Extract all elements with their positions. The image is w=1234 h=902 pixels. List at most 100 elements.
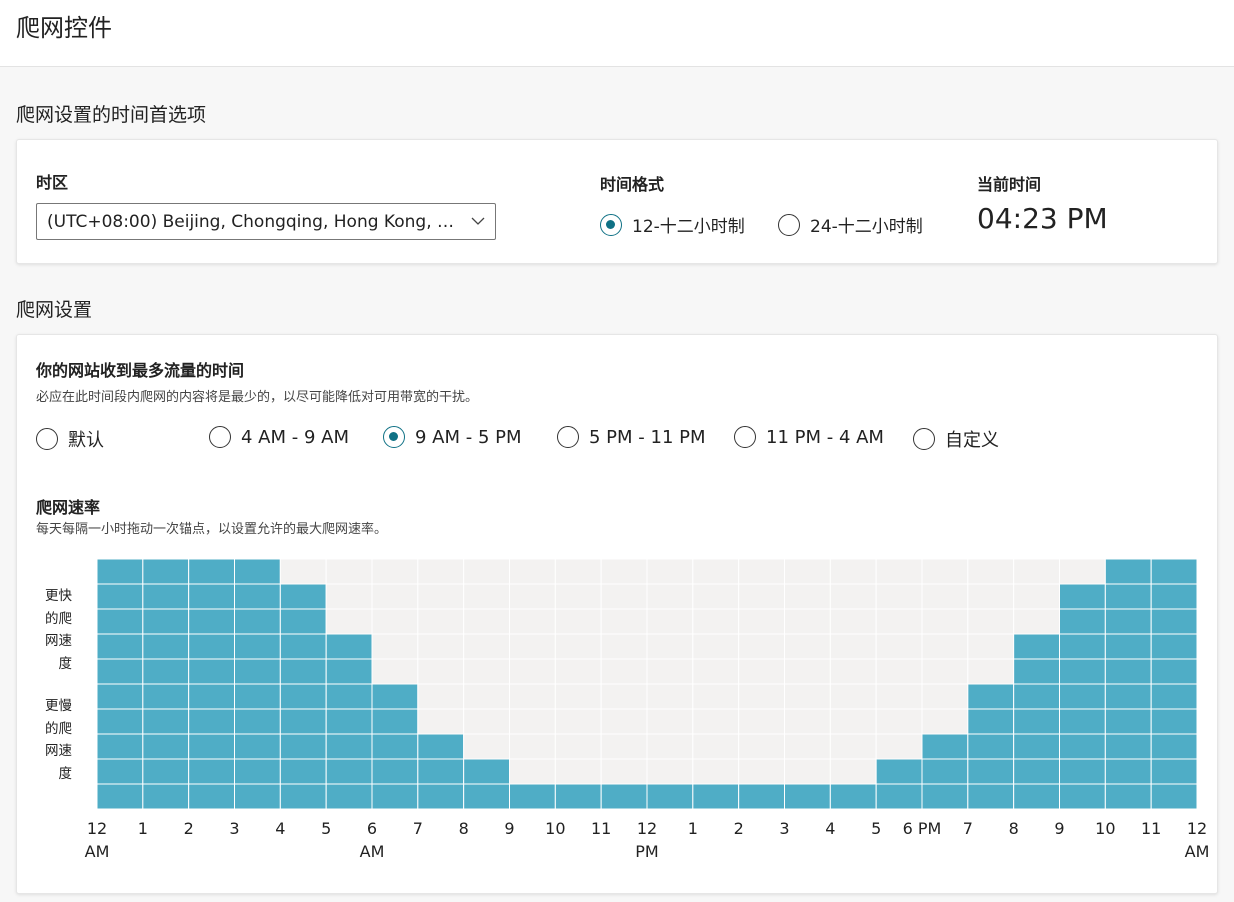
crawl-rate-empty-cell[interactable] <box>875 708 923 735</box>
crawl-rate-bar-cell[interactable] <box>234 683 281 710</box>
crawl-rate-bar-cell[interactable] <box>1104 583 1152 610</box>
crawl-rate-bar-cell[interactable] <box>188 783 235 809</box>
crawl-rate-empty-cell[interactable] <box>646 633 694 660</box>
crawl-rate-empty-cell[interactable] <box>829 733 877 760</box>
crawl-rate-bar-cell[interactable] <box>188 758 235 785</box>
crawl-rate-bar-cell[interactable] <box>279 758 327 785</box>
crawl-rate-empty-cell[interactable] <box>875 633 923 660</box>
crawl-rate-bar-cell[interactable] <box>1059 583 1106 610</box>
crawl-rate-bar-cell[interactable] <box>1059 608 1106 635</box>
crawl-rate-bar-cell[interactable] <box>600 783 648 809</box>
crawl-rate-bar-cell[interactable] <box>692 783 740 809</box>
crawl-rate-empty-cell[interactable] <box>1013 559 1061 585</box>
crawl-rate-empty-cell[interactable] <box>463 708 510 735</box>
crawl-rate-empty-cell[interactable] <box>463 633 510 660</box>
crawl-rate-empty-cell[interactable] <box>554 658 602 685</box>
crawl-rate-bar-cell[interactable] <box>188 608 235 635</box>
crawl-rate-bar-cell[interactable] <box>234 658 281 685</box>
crawl-rate-empty-cell[interactable] <box>738 658 786 685</box>
crawl-rate-bar-cell[interactable] <box>234 708 281 735</box>
crawl-rate-empty-cell[interactable] <box>921 708 969 735</box>
crawl-rate-bar-cell[interactable] <box>142 733 190 760</box>
crawl-rate-empty-cell[interactable] <box>921 633 969 660</box>
crawl-rate-chart[interactable] <box>97 559 1197 809</box>
crawl-rate-empty-cell[interactable] <box>600 633 648 660</box>
crawl-rate-empty-cell[interactable] <box>738 559 786 585</box>
crawl-rate-bar-cell[interactable] <box>142 608 190 635</box>
crawl-rate-empty-cell[interactable] <box>600 708 648 735</box>
crawl-rate-bar-cell[interactable] <box>921 758 969 785</box>
crawl-rate-empty-cell[interactable] <box>692 708 740 735</box>
crawl-rate-bar-cell[interactable] <box>1013 658 1061 685</box>
crawl-rate-empty-cell[interactable] <box>692 559 740 585</box>
crawl-rate-bar-cell[interactable] <box>188 708 235 735</box>
crawl-rate-bar-cell[interactable] <box>1013 708 1061 735</box>
crawl-rate-empty-cell[interactable] <box>738 608 786 635</box>
crawl-rate-bar-cell[interactable] <box>371 733 419 760</box>
crawl-rate-bar-cell[interactable] <box>784 783 831 809</box>
crawl-rate-empty-cell[interactable] <box>371 559 419 585</box>
crawl-rate-empty-cell[interactable] <box>967 559 1015 585</box>
radio-24-hour[interactable]: 24-十二小时制 <box>778 212 923 237</box>
crawl-rate-bar-cell[interactable] <box>142 783 190 809</box>
crawl-rate-empty-cell[interactable] <box>829 708 877 735</box>
crawl-rate-bar-cell[interactable] <box>1150 783 1197 809</box>
crawl-rate-empty-cell[interactable] <box>738 633 786 660</box>
crawl-rate-bar-cell[interactable] <box>646 783 694 809</box>
crawl-rate-bar-cell[interactable] <box>1013 683 1061 710</box>
crawl-rate-bar-cell[interactable] <box>1059 658 1106 685</box>
crawl-rate-empty-cell[interactable] <box>875 608 923 635</box>
crawl-rate-empty-cell[interactable] <box>967 633 1015 660</box>
crawl-rate-bar-cell[interactable] <box>967 683 1015 710</box>
crawl-rate-empty-cell[interactable] <box>509 608 556 635</box>
crawl-rate-empty-cell[interactable] <box>554 683 602 710</box>
crawl-rate-empty-cell[interactable] <box>600 758 648 785</box>
crawl-rate-empty-cell[interactable] <box>463 559 510 585</box>
crawl-rate-empty-cell[interactable] <box>463 658 510 685</box>
radio-custom[interactable]: 自定义 <box>913 426 999 452</box>
crawl-rate-empty-cell[interactable] <box>738 708 786 735</box>
crawl-rate-bar-cell[interactable] <box>1150 633 1197 660</box>
crawl-rate-bar-cell[interactable] <box>967 758 1015 785</box>
crawl-rate-bar-cell[interactable] <box>1150 658 1197 685</box>
crawl-rate-empty-cell[interactable] <box>829 559 877 585</box>
crawl-rate-empty-cell[interactable] <box>784 583 831 610</box>
crawl-rate-empty-cell[interactable] <box>463 733 510 760</box>
crawl-rate-bar-cell[interactable] <box>188 583 235 610</box>
crawl-rate-bar-cell[interactable] <box>417 733 465 760</box>
crawl-rate-empty-cell[interactable] <box>600 733 648 760</box>
crawl-rate-bar-cell[interactable] <box>1104 758 1152 785</box>
crawl-rate-empty-cell[interactable] <box>692 733 740 760</box>
crawl-rate-empty-cell[interactable] <box>554 608 602 635</box>
crawl-rate-empty-cell[interactable] <box>921 583 969 610</box>
crawl-rate-empty-cell[interactable] <box>509 758 556 785</box>
crawl-rate-bar-cell[interactable] <box>921 783 969 809</box>
crawl-rate-bar-cell[interactable] <box>325 633 373 660</box>
crawl-rate-bar-cell[interactable] <box>97 559 144 585</box>
crawl-rate-empty-cell[interactable] <box>325 559 373 585</box>
crawl-rate-bar-cell[interactable] <box>97 608 144 635</box>
crawl-rate-empty-cell[interactable] <box>967 658 1015 685</box>
crawl-rate-bar-cell[interactable] <box>234 633 281 660</box>
crawl-rate-bar-cell[interactable] <box>1150 583 1197 610</box>
crawl-rate-bar-cell[interactable] <box>875 783 923 809</box>
crawl-rate-bar-cell[interactable] <box>509 783 556 809</box>
crawl-rate-empty-cell[interactable] <box>463 683 510 710</box>
crawl-rate-empty-cell[interactable] <box>371 583 419 610</box>
crawl-rate-bar-cell[interactable] <box>417 758 465 785</box>
crawl-rate-empty-cell[interactable] <box>463 583 510 610</box>
crawl-rate-empty-cell[interactable] <box>738 683 786 710</box>
crawl-rate-empty-cell[interactable] <box>1013 608 1061 635</box>
crawl-rate-bar-cell[interactable] <box>1104 559 1152 585</box>
crawl-rate-bar-cell[interactable] <box>234 559 281 585</box>
crawl-rate-bar-cell[interactable] <box>1104 733 1152 760</box>
crawl-rate-empty-cell[interactable] <box>1013 583 1061 610</box>
crawl-rate-empty-cell[interactable] <box>646 683 694 710</box>
radio-4am-9am[interactable]: 4 AM - 9 AM <box>209 426 349 448</box>
crawl-rate-bar-cell[interactable] <box>967 733 1015 760</box>
crawl-rate-empty-cell[interactable] <box>417 583 465 610</box>
crawl-rate-bar-cell[interactable] <box>1059 633 1106 660</box>
crawl-rate-bar-cell[interactable] <box>371 758 419 785</box>
crawl-rate-bar-cell[interactable] <box>325 758 373 785</box>
crawl-rate-empty-cell[interactable] <box>784 758 831 785</box>
